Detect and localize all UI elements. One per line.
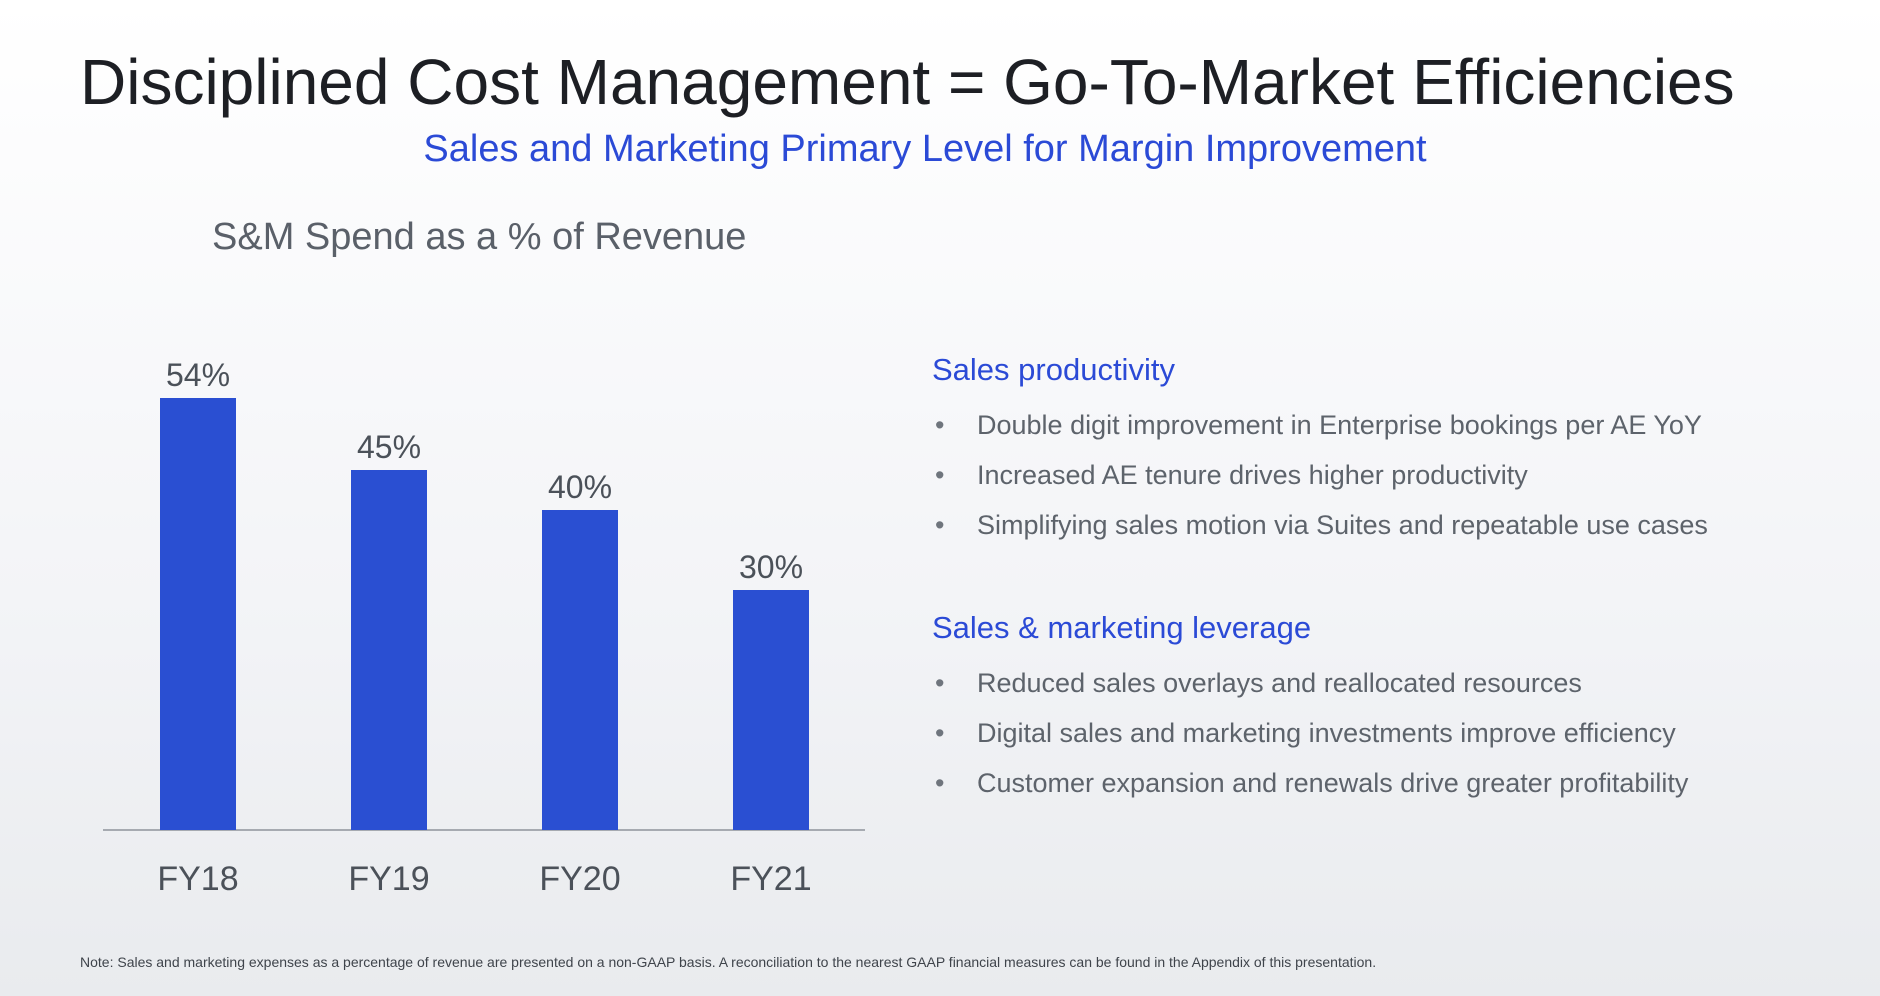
section-heading: Sales productivity: [932, 352, 1175, 387]
bullet-list: • Double digit improvement in Enterprise …: [932, 400, 1832, 550]
bullet-item: • Reduced sales overlays and reallocated …: [932, 658, 1832, 708]
x-tick-label: FY18: [157, 860, 238, 898]
x-tick-label: FY19: [348, 860, 429, 898]
bar-fy20: [542, 510, 618, 830]
bullet-icon: •: [935, 460, 945, 490]
bullet-text: Double digit improvement in Enterprise b…: [977, 410, 1702, 440]
x-tick-label: FY20: [539, 860, 620, 898]
bullet-item: • Simplifying sales motion via Suites and…: [932, 500, 1832, 550]
footnote: Note: Sales and marketing expenses as a …: [80, 954, 1377, 970]
bullet-icon: •: [935, 718, 945, 748]
x-tick-label: FY21: [730, 860, 811, 898]
bar-fy21: [733, 590, 809, 830]
bullet-item: • Digital sales and marketing investments…: [932, 708, 1832, 758]
page-subtitle: Sales and Marketing Primary Level for Ma…: [423, 128, 1427, 170]
bullet-text: Customer expansion and renewals drive gr…: [977, 768, 1689, 798]
bullet-item: • Increased AE tenure drives higher produ…: [932, 450, 1832, 500]
bar-fy18: [160, 398, 236, 830]
bar-chart: 54% FY18 45% FY19 40% FY20 30% FY21: [103, 357, 865, 898]
bullet-item: • Double digit improvement in Enterprise …: [932, 400, 1832, 450]
section-heading: Sales & marketing leverage: [932, 610, 1312, 645]
bullet-icon: •: [935, 510, 945, 540]
data-label: 30%: [739, 549, 803, 585]
bullet-list: • Reduced sales overlays and reallocated …: [932, 658, 1832, 808]
bullet-text: Digital sales and marketing investments …: [977, 718, 1676, 748]
data-label: 40%: [548, 469, 612, 505]
data-label: 54%: [166, 357, 230, 393]
bullet-text: Simplifying sales motion via Suites and …: [977, 510, 1708, 540]
bullet-icon: •: [935, 410, 945, 440]
bullet-text: Increased AE tenure drives higher produc…: [977, 460, 1528, 490]
sales-marketing-leverage-section: Sales & marketing leverage • Reduced sale…: [932, 608, 1832, 808]
data-label: 45%: [357, 429, 421, 465]
chart-title: S&M Spend as a % of Revenue: [212, 216, 747, 258]
sales-productivity-section: Sales productivity • Double digit improve…: [932, 350, 1832, 550]
bullet-icon: •: [935, 668, 945, 698]
page-title: Disciplined Cost Management = Go-To-Mark…: [80, 46, 1735, 118]
bullet-icon: •: [935, 768, 945, 798]
bullet-item: • Customer expansion and renewals drive g…: [932, 758, 1832, 808]
bullet-text: Reduced sales overlays and reallocated r…: [977, 668, 1582, 698]
bar-fy19: [351, 470, 427, 830]
